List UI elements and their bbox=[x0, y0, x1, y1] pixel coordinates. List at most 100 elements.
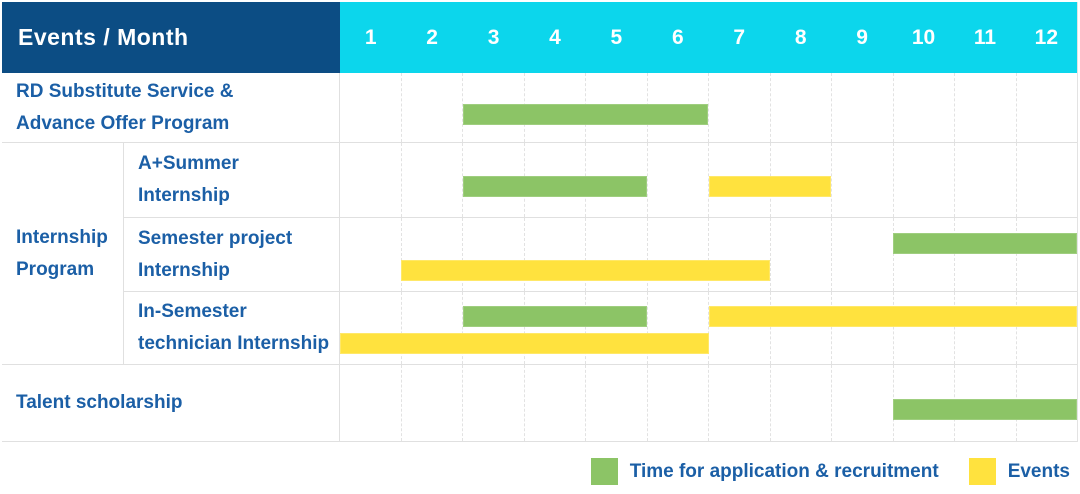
month-grid-column bbox=[894, 73, 955, 142]
gantt-bar-application bbox=[892, 232, 1077, 254]
row-label-a-plus-summer: A+Summer Internship bbox=[124, 143, 340, 218]
events-month-heading: Events / Month bbox=[18, 24, 189, 50]
month-grid-column bbox=[648, 292, 709, 364]
row-label-line: Internship bbox=[138, 185, 230, 206]
legend-item-application: Time for application & recruitment bbox=[590, 458, 939, 485]
month-grid-column bbox=[340, 292, 402, 364]
month-grid-column bbox=[771, 292, 832, 364]
row-label-line: In-Semester bbox=[138, 301, 247, 322]
chart-row-in-semester-technician bbox=[340, 292, 1077, 365]
month-grid-column bbox=[955, 218, 1017, 291]
month-grid-column bbox=[340, 365, 402, 441]
chart-row-rd-substitute bbox=[340, 73, 1077, 143]
gantt-bar-event bbox=[708, 176, 832, 198]
row-label-line: technician Internship bbox=[138, 333, 330, 354]
row-label-line: RD Substitute Service & bbox=[16, 80, 234, 102]
month-header-cell: 1 bbox=[364, 25, 377, 49]
month-gridlines bbox=[340, 218, 1077, 291]
month-grid-column bbox=[402, 218, 463, 291]
month-grid-column bbox=[648, 218, 709, 291]
row-label-line: Talent scholarship bbox=[16, 392, 183, 413]
month-grid-column bbox=[463, 365, 525, 441]
row-label-line: A+Summer bbox=[138, 153, 239, 174]
yellow-swatch-icon bbox=[968, 458, 996, 485]
month-grid-column bbox=[463, 292, 525, 364]
month-grid-column bbox=[402, 292, 463, 364]
month-header-cell: 5 bbox=[610, 25, 623, 49]
month-gridlines bbox=[340, 73, 1077, 142]
month-grid-column bbox=[648, 143, 709, 217]
month-grid-column bbox=[709, 365, 771, 441]
gantt-bar-application bbox=[462, 306, 648, 328]
month-grid-column bbox=[1017, 218, 1078, 291]
month-grid-column bbox=[709, 73, 771, 142]
gantt-bar-event bbox=[401, 259, 770, 281]
month-header-cell: 3 bbox=[487, 25, 500, 49]
month-header-cell: 11 bbox=[973, 25, 997, 49]
chart-row-a-plus-summer bbox=[340, 143, 1077, 218]
month-header-cell: 10 bbox=[911, 25, 936, 49]
chart-row-talent-scholarship bbox=[340, 365, 1077, 442]
row-label-semester-project: Semester project Internship bbox=[124, 218, 340, 292]
row-label-line: Semester project bbox=[138, 227, 293, 249]
month-grid-column bbox=[648, 73, 709, 142]
month-header-cell: 8 bbox=[794, 25, 807, 49]
month-grid-column bbox=[340, 143, 402, 217]
month-grid-column bbox=[894, 292, 955, 364]
group-label-line: Internship bbox=[16, 226, 108, 248]
month-grid-column bbox=[771, 218, 832, 291]
green-swatch-icon bbox=[590, 458, 618, 485]
month-grid-column bbox=[771, 73, 832, 142]
row-label-line: Advance Offer Program bbox=[16, 112, 230, 134]
month-grid-column bbox=[832, 218, 894, 291]
month-header-cell: 12 bbox=[1034, 25, 1059, 49]
month-grid-column bbox=[340, 218, 402, 291]
month-grid-column bbox=[402, 143, 463, 217]
month-grid-column bbox=[832, 143, 894, 217]
month-grid-column bbox=[525, 292, 586, 364]
gantt-bar-application bbox=[462, 104, 709, 126]
month-grid-column bbox=[894, 143, 955, 217]
month-grid-column bbox=[771, 365, 832, 441]
month-header-cell: 7 bbox=[733, 25, 746, 49]
month-grid-column bbox=[832, 73, 894, 142]
month-grid-column bbox=[525, 365, 586, 441]
month-grid-column bbox=[402, 73, 463, 142]
gantt-bar-application bbox=[462, 176, 648, 198]
legend-label-application: Time for application & recruitment bbox=[629, 460, 939, 482]
month-header-cell: 9 bbox=[856, 25, 868, 49]
month-grid-column bbox=[832, 292, 894, 364]
month-grid-column bbox=[832, 365, 894, 441]
month-header-cell: 6 bbox=[671, 25, 684, 49]
events-month-table: Events / Month 1 2 3 4 5 6 7 8 9 10 11 12 RD Substi… bbox=[2, 2, 1078, 442]
month-header-cell: 4 bbox=[549, 25, 561, 49]
month-grid-column bbox=[955, 73, 1017, 142]
legend-label-events: Events bbox=[1007, 460, 1070, 482]
month-grid-column bbox=[709, 292, 771, 364]
group-label-internship-program: Internship Program bbox=[2, 143, 124, 365]
month-grid-column bbox=[586, 292, 648, 364]
gantt-bar-event bbox=[340, 333, 709, 355]
month-grid-column bbox=[955, 292, 1017, 364]
month-grid-column bbox=[1017, 292, 1078, 364]
month-grid-column bbox=[709, 218, 771, 291]
chart-row-semester-project bbox=[340, 218, 1077, 292]
month-grid-column bbox=[894, 218, 955, 291]
gantt-bar-event bbox=[708, 306, 1077, 328]
month-grid-column bbox=[1017, 73, 1078, 142]
month-header-cell: 2 bbox=[426, 25, 438, 49]
month-grid-column bbox=[1017, 143, 1078, 217]
legend-item-events: Events bbox=[968, 458, 1070, 485]
month-grid-column bbox=[463, 218, 525, 291]
month-header-row: 1 2 3 4 5 6 7 8 9 10 11 12 bbox=[340, 2, 1077, 73]
group-label-line: Program bbox=[16, 258, 95, 280]
month-grid-column bbox=[402, 365, 463, 441]
month-gridlines bbox=[340, 292, 1077, 364]
gantt-bar-application bbox=[892, 399, 1077, 421]
month-grid-column bbox=[586, 365, 648, 441]
month-grid-column bbox=[955, 143, 1017, 217]
row-label-rd-substitute: RD Substitute Service & Advance Offer Pr… bbox=[2, 73, 340, 143]
month-grid-column bbox=[340, 73, 402, 142]
row-label-line: Internship bbox=[138, 259, 230, 281]
